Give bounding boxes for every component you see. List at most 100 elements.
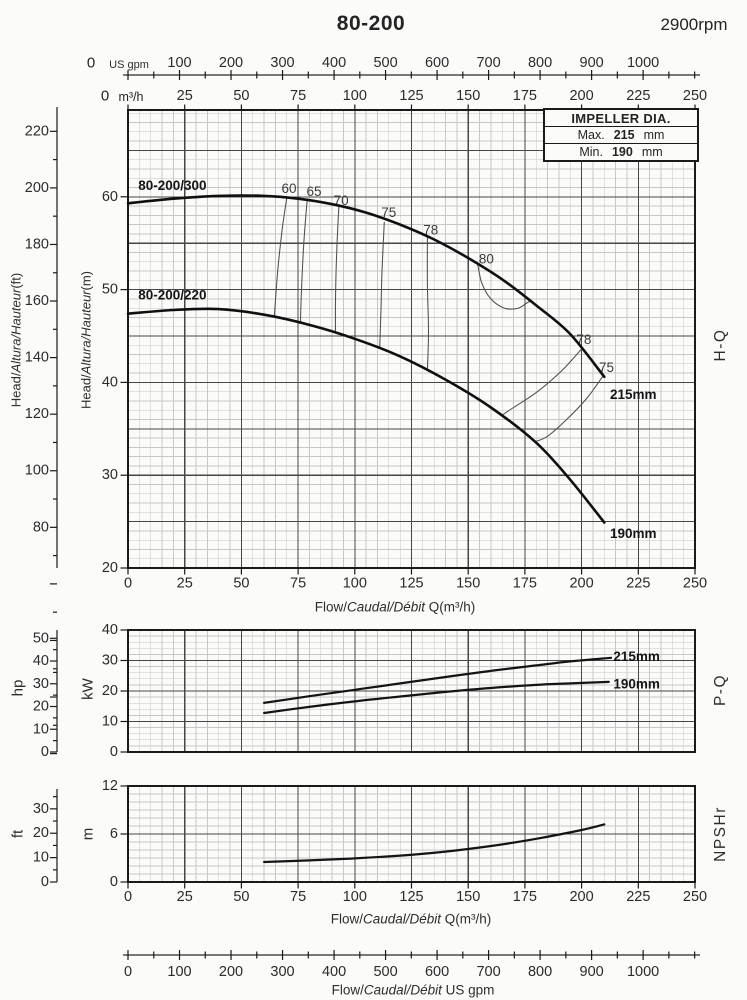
impeller-max-value: 215 [613,128,635,142]
npshr-x-tick: 125 [399,889,423,905]
gpm-top-tick: 800 [528,55,552,71]
gpm-top-tick: 700 [476,55,500,71]
efficiency-label-75: 75 [599,360,614,375]
kw-tick: 0 [110,744,118,760]
curve-label-80-200/300: 80-200/300 [138,178,206,193]
npshr-grid [127,785,696,883]
pq-curve-215mm [263,656,613,704]
page-title: 80-200 [336,12,406,35]
hq-x-tick: 225 [626,576,650,592]
hq-ft-axis-label: 220 [25,123,49,139]
pq-hp-axis-label: 50 [33,630,49,646]
gpm-top-tick: 300 [270,55,294,71]
pq-hp-axis-label: 30 [33,676,49,692]
hq-x-tick: 25 [177,576,193,592]
pq-curve-label-190mm: 190mm [613,676,660,691]
hq-ft-axis-label: 180 [25,236,49,252]
m3h-top-tick: 75 [290,88,306,104]
pq-series-labels: 215mm 190mm [613,649,660,691]
hq-m-tick-labels: 20 30 40 50 60 [102,189,118,576]
hq-ft-axis-label: 200 [25,180,49,196]
npshr-x-tick: 250 [683,889,707,905]
gpm-axis-zero-label: 0 [86,54,96,72]
m3h-top-tick: 225 [626,88,650,104]
hq-top-tick-labels: 25 50 75 100 125 150 175 200 225 250 [177,88,707,104]
efficiency-label-60: 60 [282,181,297,196]
npshr-m-tick-labels: 0 6 12 [102,778,118,890]
efficiency-contour-78-4 [426,236,430,371]
pq-hp-axis-label: 40 [33,653,49,669]
gpm-top-tick: 400 [322,55,346,71]
npshr-x-tick: 25 [177,889,193,905]
kw-tick: 30 [102,653,118,669]
hq-ft-axis-label: 80 [33,519,49,535]
hq-x-tick: 250 [683,576,707,592]
impeller-max-row: Max. 215 mm [545,126,697,143]
npshr-x-tick: 200 [569,889,593,905]
hq-x-tick: 125 [399,576,423,592]
pq-curve-190mm [263,680,610,715]
gpm-bottom-tick: 1000 [627,964,659,980]
gpm-bottom-tick: 500 [373,964,397,980]
efficiency-contour-70-2 [334,206,340,334]
efficiency-label-65: 65 [306,184,321,199]
hq-x-tick: 150 [456,576,480,592]
impeller-min-label: Min. [579,145,603,159]
gpm-bottom-tick: 100 [167,964,191,980]
gpm-axis-unit-label: US gpm [109,59,149,71]
rpm-label: 2900rpm [660,15,728,34]
hq-x-tick-labels: 0 25 50 75 100 125 150 175 200 225 250 [124,576,707,592]
head-m-tick: 40 [102,374,118,390]
impeller-dia-table: IMPELLER DIA. Max. 215 mm Min. 190 mm [543,108,699,162]
npshr-x-tick: 75 [290,889,306,905]
hq-series-labels: 80-200/300 80-200/220 215mm 190mm [138,178,656,541]
hq-curves [126,194,606,524]
hq-efficiency-contours [273,197,604,443]
impeller-min-row: Min. 190 mm [545,143,697,160]
gpm-bottom-tick: 300 [270,964,294,980]
pq-hp-axis-label: 20 [33,699,49,715]
npshr-ft-axis-label: 20 [33,825,49,841]
hq-x-tick: 0 [124,576,132,592]
pq-curves [263,656,613,715]
m3h-top-tick: 200 [569,88,593,104]
m3h-axis-zero-label: 0 [100,87,110,105]
m3h-top-tick: 125 [399,88,423,104]
gpm-bottom-tick: 700 [476,964,500,980]
npshr-x-tick-labels: 0 25 50 75 100 125 150 175 200 225 250 [124,889,707,905]
gpm-top-tick: 900 [580,55,604,71]
impeller-min-value: 190 [611,145,633,159]
curve-label-80-200/220: 80-200/220 [138,288,206,303]
gpm-top-tick: 1000 [627,55,659,71]
head-m-tick: 20 [102,560,118,576]
pq-grid [127,629,696,753]
hq-ticks [120,104,696,575]
hq-x-tick: 200 [569,576,593,592]
npshr-curve-group [263,823,606,864]
kw-tick: 10 [102,714,118,730]
curve-label-190mm: 190mm [610,526,657,541]
gpm-top-tick: 100 [167,55,191,71]
m3h-top-tick: 25 [177,88,193,104]
hq-curve-80-200-220 [126,307,606,524]
impeller-min-unit: mm [641,145,663,159]
efficiency-label-78: 78 [423,223,438,238]
impeller-max-label: Max. [577,128,605,142]
gpm-bottom-axis [123,950,700,960]
gpm-bottom-tick: 800 [528,964,552,980]
efficiency-label-80: 80 [479,251,494,266]
npshr-curve [263,823,606,864]
m3h-top-tick: 250 [683,88,707,104]
hq-x-tick: 175 [513,576,537,592]
npshr-ft-axis-label: 30 [33,801,49,817]
m3h-top-tick: 100 [343,88,367,104]
m3h-top-tick: 150 [456,88,480,104]
npshr-ft-axis-label: 0 [41,874,49,890]
gpm-x-axis-title: Flow/Caudal/Débit US gpm [331,982,495,998]
pq-curve-label-215mm: 215mm [613,649,660,664]
gpm-top-tick: 500 [373,55,397,71]
kw-tick: 20 [102,683,118,699]
gpm-top-tick: 200 [219,55,243,71]
